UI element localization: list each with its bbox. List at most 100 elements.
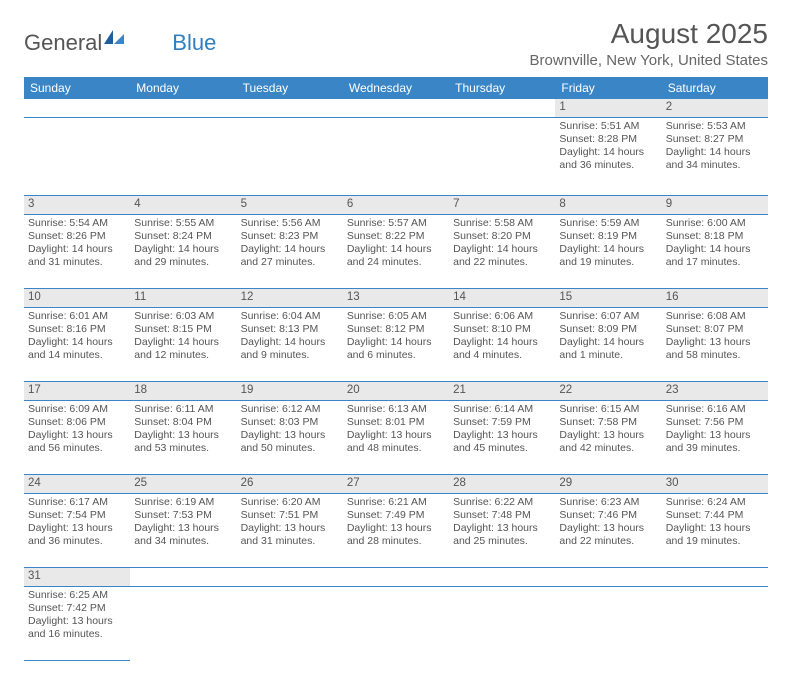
day-cell: [343, 118, 449, 196]
day-header: Wednesday: [343, 77, 449, 99]
day-number-cell: 14: [449, 289, 555, 308]
day-number-cell: [237, 99, 343, 118]
day-cell: [130, 118, 236, 196]
day-cell: Sunrise: 5:51 AMSunset: 8:28 PMDaylight:…: [555, 118, 661, 196]
day-content-row: Sunrise: 5:54 AMSunset: 8:26 PMDaylight:…: [24, 215, 768, 289]
sunset-text: Sunset: 7:51 PM: [241, 509, 339, 522]
sunset-text: Sunset: 8:22 PM: [347, 230, 445, 243]
day-number-cell: [449, 568, 555, 587]
sunrise-text: Sunrise: 6:08 AM: [666, 310, 764, 323]
sunrise-text: Sunrise: 6:20 AM: [241, 496, 339, 509]
daylight-text: Daylight: 13 hours and 34 minutes.: [134, 522, 232, 548]
day-cell: Sunrise: 6:11 AMSunset: 8:04 PMDaylight:…: [130, 401, 236, 475]
day-details: Sunrise: 6:05 AMSunset: 8:12 PMDaylight:…: [347, 310, 445, 363]
day-cell: Sunrise: 6:23 AMSunset: 7:46 PMDaylight:…: [555, 494, 661, 568]
sunset-text: Sunset: 8:03 PM: [241, 416, 339, 429]
daylight-text: Daylight: 14 hours and 1 minute.: [559, 336, 657, 362]
day-details: Sunrise: 5:57 AMSunset: 8:22 PMDaylight:…: [347, 217, 445, 270]
daylight-text: Daylight: 14 hours and 31 minutes.: [28, 243, 126, 269]
sunset-text: Sunset: 8:12 PM: [347, 323, 445, 336]
day-cell: Sunrise: 6:24 AMSunset: 7:44 PMDaylight:…: [662, 494, 768, 568]
day-header: Monday: [130, 77, 236, 99]
day-cell: Sunrise: 6:09 AMSunset: 8:06 PMDaylight:…: [24, 401, 130, 475]
day-number-cell: 13: [343, 289, 449, 308]
logo-text-2: Blue: [172, 30, 216, 56]
day-cell: Sunrise: 6:04 AMSunset: 8:13 PMDaylight:…: [237, 308, 343, 382]
day-cell: [449, 118, 555, 196]
sunset-text: Sunset: 7:42 PM: [28, 602, 126, 615]
page-subtitle: Brownville, New York, United States: [530, 52, 768, 69]
daylight-text: Daylight: 13 hours and 36 minutes.: [28, 522, 126, 548]
day-details: Sunrise: 5:59 AMSunset: 8:19 PMDaylight:…: [559, 217, 657, 270]
sunset-text: Sunset: 8:27 PM: [666, 133, 764, 146]
sunset-text: Sunset: 8:07 PM: [666, 323, 764, 336]
day-details: Sunrise: 5:58 AMSunset: 8:20 PMDaylight:…: [453, 217, 551, 270]
day-content-row: Sunrise: 6:25 AMSunset: 7:42 PMDaylight:…: [24, 587, 768, 661]
day-number-cell: 31: [24, 568, 130, 587]
day-number-row: 3456789: [24, 196, 768, 215]
day-header: Friday: [555, 77, 661, 99]
day-number-cell: 10: [24, 289, 130, 308]
day-number-cell: 4: [130, 196, 236, 215]
day-number-cell: 26: [237, 475, 343, 494]
day-number-cell: 28: [449, 475, 555, 494]
daylight-text: Daylight: 14 hours and 29 minutes.: [134, 243, 232, 269]
day-cell: Sunrise: 5:58 AMSunset: 8:20 PMDaylight:…: [449, 215, 555, 289]
daylight-text: Daylight: 14 hours and 12 minutes.: [134, 336, 232, 362]
day-number-cell: 12: [237, 289, 343, 308]
day-details: Sunrise: 5:53 AMSunset: 8:27 PMDaylight:…: [666, 120, 764, 173]
daylight-text: Daylight: 13 hours and 45 minutes.: [453, 429, 551, 455]
day-details: Sunrise: 6:08 AMSunset: 8:07 PMDaylight:…: [666, 310, 764, 363]
day-details: Sunrise: 6:20 AMSunset: 7:51 PMDaylight:…: [241, 496, 339, 549]
sunrise-text: Sunrise: 6:13 AM: [347, 403, 445, 416]
sunset-text: Sunset: 8:24 PM: [134, 230, 232, 243]
day-details: Sunrise: 6:12 AMSunset: 8:03 PMDaylight:…: [241, 403, 339, 456]
day-content-row: Sunrise: 6:17 AMSunset: 7:54 PMDaylight:…: [24, 494, 768, 568]
sunset-text: Sunset: 7:48 PM: [453, 509, 551, 522]
day-cell: Sunrise: 6:15 AMSunset: 7:58 PMDaylight:…: [555, 401, 661, 475]
day-cell: Sunrise: 5:54 AMSunset: 8:26 PMDaylight:…: [24, 215, 130, 289]
daylight-text: Daylight: 13 hours and 25 minutes.: [453, 522, 551, 548]
day-details: Sunrise: 5:55 AMSunset: 8:24 PMDaylight:…: [134, 217, 232, 270]
sunset-text: Sunset: 7:54 PM: [28, 509, 126, 522]
day-details: Sunrise: 6:03 AMSunset: 8:15 PMDaylight:…: [134, 310, 232, 363]
day-number-cell: 9: [662, 196, 768, 215]
sunset-text: Sunset: 7:58 PM: [559, 416, 657, 429]
day-details: Sunrise: 6:25 AMSunset: 7:42 PMDaylight:…: [28, 589, 126, 642]
day-number-cell: 1: [555, 99, 661, 118]
day-cell: Sunrise: 5:59 AMSunset: 8:19 PMDaylight:…: [555, 215, 661, 289]
sunset-text: Sunset: 7:56 PM: [666, 416, 764, 429]
day-cell: Sunrise: 6:16 AMSunset: 7:56 PMDaylight:…: [662, 401, 768, 475]
sunrise-text: Sunrise: 5:51 AM: [559, 120, 657, 133]
day-cell: Sunrise: 6:03 AMSunset: 8:15 PMDaylight:…: [130, 308, 236, 382]
day-number-cell: 11: [130, 289, 236, 308]
day-header: Sunday: [24, 77, 130, 99]
day-number-cell: 24: [24, 475, 130, 494]
daylight-text: Daylight: 14 hours and 19 minutes.: [559, 243, 657, 269]
day-cell: [24, 118, 130, 196]
daylight-text: Daylight: 13 hours and 22 minutes.: [559, 522, 657, 548]
sunset-text: Sunset: 8:15 PM: [134, 323, 232, 336]
day-content-row: Sunrise: 5:51 AMSunset: 8:28 PMDaylight:…: [24, 118, 768, 196]
daylight-text: Daylight: 14 hours and 34 minutes.: [666, 146, 764, 172]
day-number-cell: 18: [130, 382, 236, 401]
day-number-cell: [343, 99, 449, 118]
day-header: Saturday: [662, 77, 768, 99]
sunset-text: Sunset: 8:23 PM: [241, 230, 339, 243]
calendar-page: General Blue August 2025 Brownville, New…: [0, 0, 792, 679]
sunset-text: Sunset: 7:46 PM: [559, 509, 657, 522]
daylight-text: Daylight: 13 hours and 19 minutes.: [666, 522, 764, 548]
sunrise-text: Sunrise: 5:57 AM: [347, 217, 445, 230]
sunset-text: Sunset: 8:18 PM: [666, 230, 764, 243]
day-number-cell: 29: [555, 475, 661, 494]
sunset-text: Sunset: 7:44 PM: [666, 509, 764, 522]
sunset-text: Sunset: 8:26 PM: [28, 230, 126, 243]
daylight-text: Daylight: 14 hours and 6 minutes.: [347, 336, 445, 362]
day-number-row: 17181920212223: [24, 382, 768, 401]
sunrise-text: Sunrise: 6:22 AM: [453, 496, 551, 509]
day-cell: [449, 587, 555, 661]
day-details: Sunrise: 6:24 AMSunset: 7:44 PMDaylight:…: [666, 496, 764, 549]
daylight-text: Daylight: 13 hours and 48 minutes.: [347, 429, 445, 455]
day-cell: [662, 587, 768, 661]
day-number-row: 10111213141516: [24, 289, 768, 308]
